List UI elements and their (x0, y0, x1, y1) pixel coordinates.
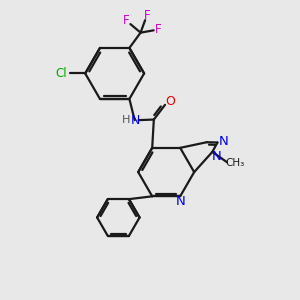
Text: Cl: Cl (56, 67, 68, 80)
Text: N: N (212, 150, 221, 164)
Text: N: N (218, 135, 228, 148)
Text: N: N (131, 114, 141, 127)
Text: F: F (155, 23, 162, 36)
Text: N: N (176, 195, 185, 208)
Text: CH₃: CH₃ (226, 158, 245, 168)
Text: H: H (122, 115, 130, 125)
Text: F: F (143, 9, 150, 22)
Text: O: O (165, 95, 175, 108)
Text: F: F (123, 14, 130, 27)
